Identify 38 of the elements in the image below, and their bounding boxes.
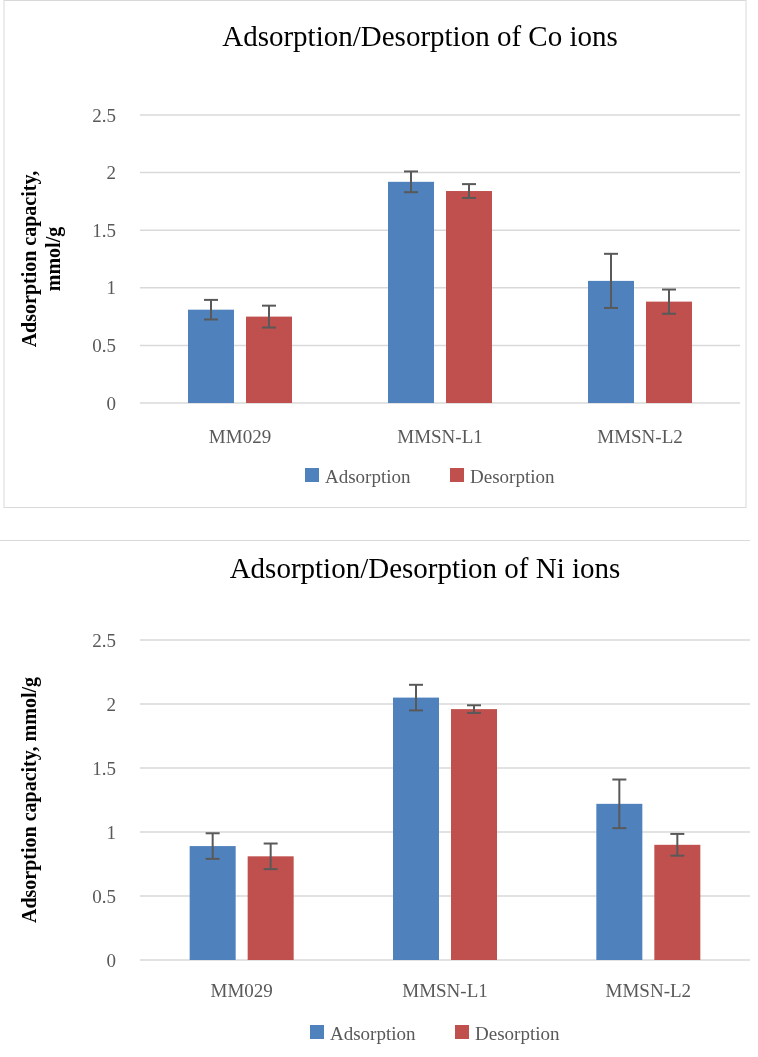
y-tick-label: 0 xyxy=(106,392,116,414)
y-tick-label: 1.5 xyxy=(92,219,116,241)
bar xyxy=(588,280,634,403)
y-tick-label: 2.5 xyxy=(92,104,116,126)
bar xyxy=(188,309,234,403)
legend-label: Desorption xyxy=(475,1022,560,1044)
legend-label: Desorption xyxy=(470,465,555,487)
x-tick-label: MMSN-L1 xyxy=(402,980,488,1001)
bar xyxy=(246,316,292,403)
bar xyxy=(654,844,701,960)
bar xyxy=(446,191,492,403)
x-tick-label: MMSN-L2 xyxy=(597,426,683,447)
bar xyxy=(247,856,294,960)
y-tick-label: 2 xyxy=(106,162,116,184)
y-tick-label: 1 xyxy=(106,821,116,843)
y-tick-label: 0.5 xyxy=(92,335,116,357)
legend-label: Adsorption xyxy=(325,465,411,487)
y-tick-label: 2.5 xyxy=(92,629,116,651)
bar xyxy=(646,301,692,403)
bar xyxy=(393,697,439,960)
y-axis-title: Adsorption capacity, mmol/g xyxy=(18,676,41,924)
x-tick-label: MMSN-L2 xyxy=(605,980,692,1001)
x-tick-label: MMSN-L1 xyxy=(397,426,483,447)
chart-title: Adsorption/Desorption of Co ions xyxy=(222,20,618,52)
x-tick-label: MM029 xyxy=(208,426,272,447)
bar xyxy=(388,181,434,403)
y-tick-label: 0.5 xyxy=(92,885,116,907)
y-tick-label: 1.5 xyxy=(92,757,116,779)
bar xyxy=(189,846,236,960)
bar xyxy=(451,709,497,960)
y-tick-label: 1 xyxy=(106,277,116,299)
chart-title: Adsorption/Desorption of Ni ions xyxy=(229,552,621,584)
y-tick-label: 0 xyxy=(106,949,116,971)
y-axis-title: Adsorption capacity, mmol/g xyxy=(18,170,65,348)
bar xyxy=(596,803,643,960)
legend-label: Adsorption xyxy=(330,1022,416,1044)
x-tick-label: MM029 xyxy=(210,980,273,1001)
y-tick-label: 2 xyxy=(106,693,116,715)
